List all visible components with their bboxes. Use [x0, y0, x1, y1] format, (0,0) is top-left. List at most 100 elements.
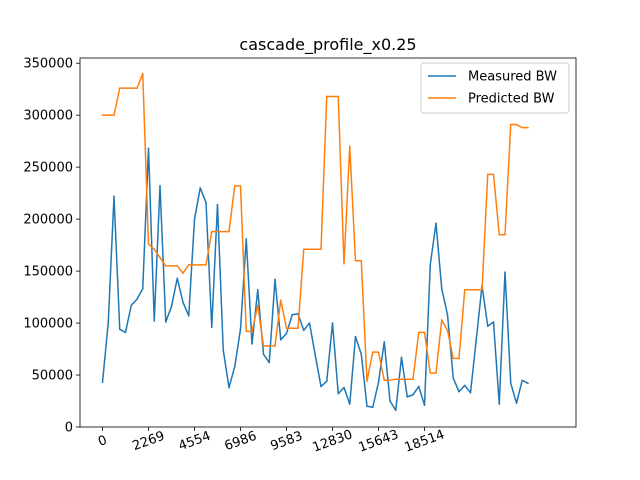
y-tick-label: 200000: [23, 213, 73, 228]
data-point-predicted-bw: [291, 327, 294, 330]
data-point-measured-bw: [124, 331, 127, 334]
data-point-predicted-bw: [297, 327, 299, 330]
data-point-measured-bw: [463, 384, 466, 387]
data-point-predicted-bw: [366, 380, 368, 383]
data-point-predicted-bw: [210, 230, 213, 233]
data-point-measured-bw: [475, 338, 478, 341]
data-point-measured-bw: [486, 325, 489, 327]
data-point-measured-bw: [435, 222, 437, 225]
data-point-measured-bw: [509, 382, 512, 385]
data-point-measured-bw: [325, 380, 328, 383]
data-point-measured-bw: [233, 365, 236, 368]
data-point-measured-bw: [107, 322, 110, 324]
data-point-predicted-bw: [268, 345, 271, 347]
data-point-predicted-bw: [504, 233, 506, 236]
legend-label-predicted-bw: Predicted BW: [468, 92, 555, 107]
data-point-predicted-bw: [302, 248, 305, 251]
data-point-predicted-bw: [325, 95, 328, 98]
series-layer: [101, 72, 529, 412]
data-point-measured-bw: [314, 354, 317, 357]
data-point-predicted-bw: [521, 126, 524, 129]
chart-title: cascade_profile_x0.25: [239, 35, 416, 55]
data-point-predicted-bw: [360, 259, 363, 262]
data-point-predicted-bw: [199, 264, 202, 266]
x-tick-label: 0: [96, 433, 109, 450]
data-point-predicted-bw: [118, 87, 121, 89]
data-point-predicted-bw: [492, 173, 495, 176]
data-point-predicted-bw: [147, 243, 150, 245]
data-point-predicted-bw: [389, 379, 391, 382]
data-point-predicted-bw: [486, 173, 489, 176]
data-point-measured-bw: [348, 403, 351, 405]
legend-box: [420, 62, 570, 114]
x-tick-label: 12830: [311, 427, 355, 455]
data-point-measured-bw: [498, 403, 501, 405]
data-point-measured-bw: [308, 322, 311, 324]
data-point-predicted-bw: [475, 288, 478, 291]
data-point-measured-bw: [245, 238, 248, 240]
plot-frame: [79, 57, 577, 428]
y-tick-label: 250000: [23, 161, 73, 176]
data-point-predicted-bw: [400, 378, 403, 380]
data-point-predicted-bw: [527, 126, 529, 129]
data-point-measured-bw: [389, 400, 391, 402]
data-point-predicted-bw: [228, 230, 230, 233]
y-tick-label: 350000: [23, 57, 73, 72]
data-point-measured-bw: [320, 385, 322, 388]
data-point-measured-bw: [291, 313, 294, 316]
data-point-predicted-bw: [233, 185, 236, 187]
data-point-measured-bw: [222, 349, 225, 351]
data-point-measured-bw: [153, 320, 156, 322]
data-point-predicted-bw: [239, 185, 242, 187]
data-point-predicted-bw: [383, 379, 386, 382]
data-point-predicted-bw: [245, 330, 248, 333]
data-point-predicted-bw: [308, 248, 311, 251]
data-point-measured-bw: [515, 402, 518, 404]
y-tick-label: 50000: [32, 369, 73, 384]
series-line-predicted-bw: [102, 72, 528, 383]
data-point-measured-bw: [141, 287, 144, 290]
x-tick-label: 9583: [269, 429, 305, 454]
data-point-predicted-bw: [256, 304, 259, 307]
data-point-predicted-bw: [498, 233, 501, 236]
x-tick-label: 18514: [403, 427, 447, 455]
x-tick-label: 2269: [131, 429, 167, 454]
y-tick-label: 150000: [23, 265, 73, 280]
data-point-measured-bw: [101, 381, 104, 384]
y-tick-label: 300000: [23, 109, 73, 124]
data-point-measured-bw: [118, 328, 121, 331]
data-point-predicted-bw: [515, 123, 518, 126]
data-point-predicted-bw: [348, 145, 351, 148]
data-point-measured-bw: [170, 305, 173, 308]
data-point-measured-bw: [412, 393, 414, 396]
data-point-predicted-bw: [320, 248, 322, 251]
data-point-measured-bw: [268, 361, 271, 364]
data-point-predicted-bw: [176, 265, 179, 267]
y-tick-label: 100000: [23, 317, 73, 332]
data-point-measured-bw: [521, 379, 524, 382]
data-point-predicted-bw: [429, 372, 432, 374]
data-point-predicted-bw: [164, 265, 167, 267]
x-tick-label: 15643: [357, 427, 401, 455]
data-point-predicted-bw: [124, 87, 127, 89]
data-point-predicted-bw: [435, 372, 437, 374]
data-point-measured-bw: [193, 218, 196, 220]
data-point-predicted-bw: [446, 329, 449, 332]
data-point-measured-bw: [394, 409, 397, 412]
data-point-measured-bw: [182, 301, 184, 304]
data-point-measured-bw: [406, 396, 409, 398]
data-point-predicted-bw: [136, 87, 138, 89]
data-point-predicted-bw: [205, 264, 207, 266]
data-point-measured-bw: [331, 322, 334, 324]
data-point-measured-bw: [429, 264, 432, 266]
data-point-predicted-bw: [274, 345, 276, 347]
data-point-measured-bw: [360, 353, 363, 356]
data-point-measured-bw: [377, 381, 380, 384]
legend-label-measured-bw: Measured BW: [468, 70, 557, 85]
data-point-measured-bw: [228, 386, 230, 389]
data-point-measured-bw: [205, 201, 207, 204]
data-point-predicted-bw: [193, 264, 196, 266]
data-point-predicted-bw: [141, 72, 144, 75]
data-point-predicted-bw: [170, 265, 173, 267]
x-axis: 0 2269 4554 6986 9583 12830 15643 18514: [96, 427, 447, 456]
